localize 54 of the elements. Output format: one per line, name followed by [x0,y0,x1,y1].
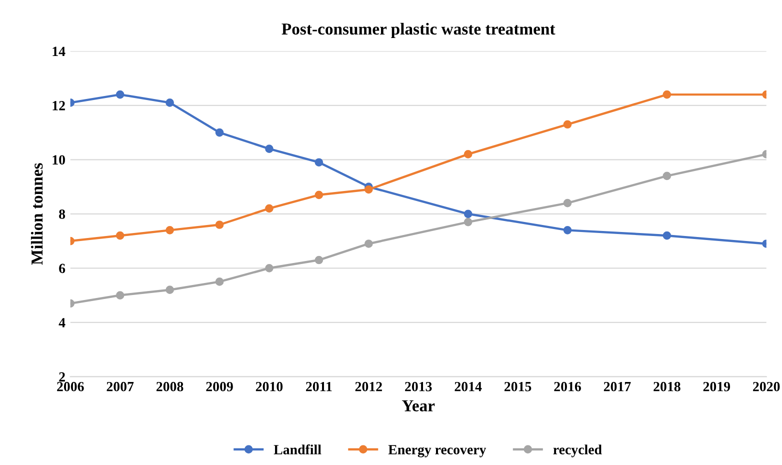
y-tick-label: 14 [52,46,66,56]
y-tick-label: 8 [59,209,66,219]
y-tick-label: 4 [58,318,66,328]
x-tick-label: 2016 [554,382,581,392]
point [364,185,373,194]
point [314,256,324,264]
x-tick-label: 2012 [355,382,382,392]
legend-label: recycled [553,444,602,458]
y-tick-label: 12 [52,101,65,110]
y-axis-title: Million tonnes [30,163,43,265]
chart-title: Post-consumer plastic waste treatment [282,22,556,38]
point [662,172,672,180]
x-tick-label: 2008 [156,382,184,392]
point [265,144,274,153]
point [215,128,224,137]
point [116,231,124,240]
legend-label: Landfill [274,444,322,454]
x-tick-label: 2015 [504,382,532,392]
point [116,90,124,99]
point [265,264,274,272]
x-tick-label: 2011 [306,382,332,392]
x-tick-label: 2013 [405,382,432,392]
point [662,231,672,240]
legend-label: Energy recovery [388,445,486,458]
point [215,220,224,229]
point [215,278,224,286]
point [265,204,274,213]
point [314,190,324,200]
point [563,120,572,129]
point [364,240,373,248]
x-tick-label: 2010 [256,382,283,392]
point [314,158,324,167]
x-tick-label: 2018 [654,382,680,392]
point [563,198,572,208]
x-tick-label: 2006 [57,382,84,392]
x-tick-label: 2020 [753,382,780,392]
point [116,291,124,300]
x-tick-label: 2017 [604,382,631,392]
y-tick-label: 10 [52,155,65,165]
y-tick-label: 6 [59,264,66,274]
point [166,98,174,107]
x-tick-label: 2014 [454,382,482,392]
point [464,218,472,226]
point [166,286,174,294]
y-tick-label: 2 [59,372,65,382]
x-tick-label: 2019 [703,382,730,392]
point [563,226,572,234]
x-axis-title: Year [402,400,435,412]
x-tick-label: 2007 [106,382,134,392]
point [662,90,672,99]
point [166,226,174,234]
x-tick-label: 2009 [206,382,233,392]
point [464,210,472,218]
point [464,150,472,158]
